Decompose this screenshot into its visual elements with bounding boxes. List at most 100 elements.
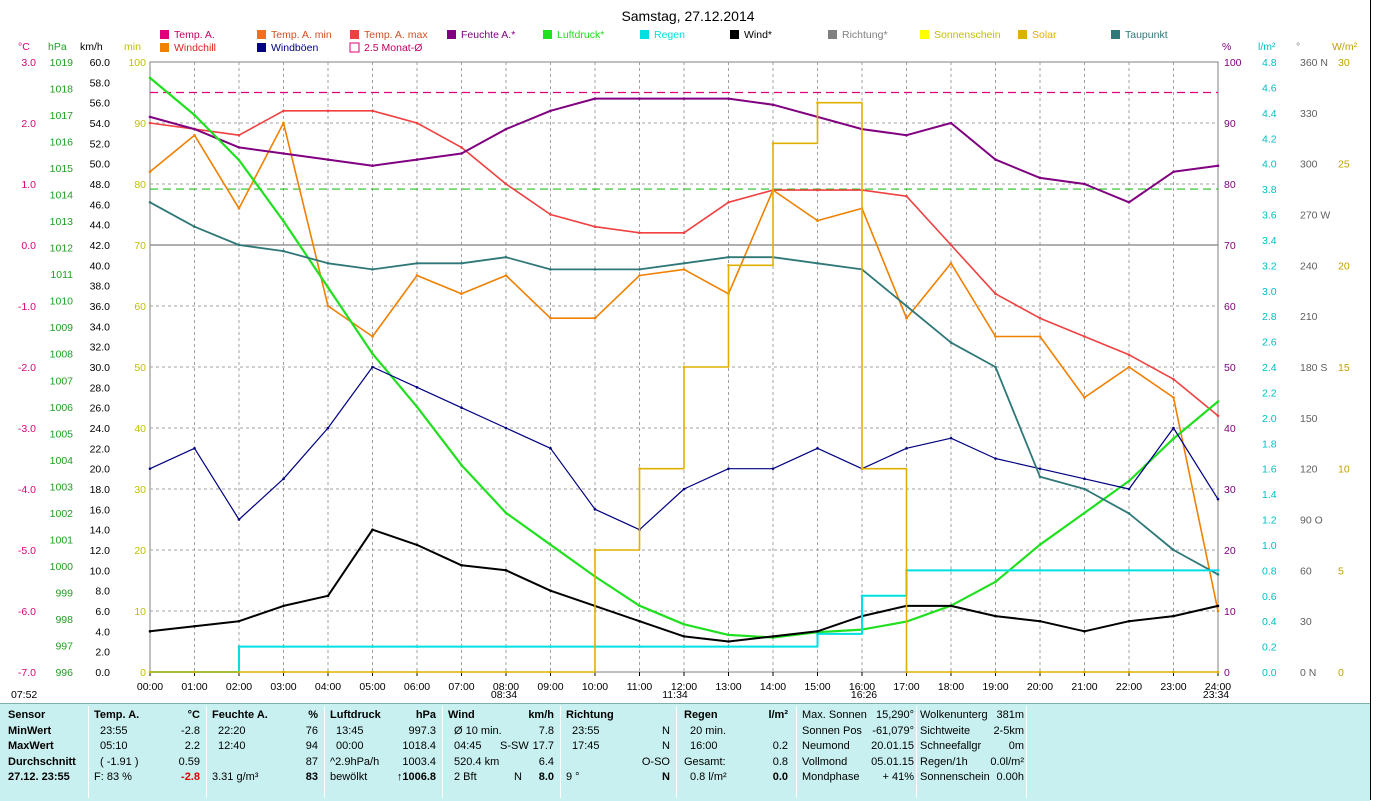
luftdruck-min-value: 997.3 <box>408 724 436 737</box>
moon-phase-value: + 41% <box>882 771 915 783</box>
data-point <box>460 262 463 265</box>
data-point <box>282 670 285 674</box>
time-mark: 08:34 <box>491 689 517 701</box>
wind-bft: 2 Bft <box>454 771 477 783</box>
time-mark: 07:52 <box>11 689 37 701</box>
data-point <box>593 548 597 552</box>
data-point <box>282 645 285 648</box>
tick-hpa: 1009 <box>50 322 74 334</box>
data-point <box>1216 400 1220 403</box>
tick-solar: 10 <box>1338 464 1350 476</box>
data-point <box>905 447 908 450</box>
temp-unit: °C <box>187 709 200 721</box>
tick-hpa: 1013 <box>50 216 74 228</box>
data-point <box>371 365 374 369</box>
tick-rain: 4.4 <box>1262 108 1277 120</box>
regen-header: Regen <box>684 709 718 721</box>
tick-kmh: 40.0 <box>90 260 111 272</box>
sunshine-value: 0.00h <box>996 771 1024 783</box>
sensor-row-avg: Durchschnitt <box>8 755 76 768</box>
legend-label: Richtung* <box>842 29 888 41</box>
tick-time: 04:00 <box>315 681 341 693</box>
richtung-degrees: 9 ° <box>566 771 580 783</box>
feuchte-current-note: 3.31 g/m³ <box>212 771 259 783</box>
regen-column: Regen l/m² 20 min. 16:00 0.2 Gesamt: 0.8 0.… <box>684 708 788 798</box>
tick-hpa: 1001 <box>50 534 74 546</box>
tick-pct: 70 <box>1224 240 1236 252</box>
data-point <box>949 243 953 247</box>
data-point <box>237 207 241 210</box>
tick-pct: 30 <box>1224 484 1236 496</box>
data-point <box>638 619 641 623</box>
tick-time: 24:00 <box>1205 681 1231 693</box>
data-point <box>549 316 552 320</box>
data-point <box>1216 609 1220 613</box>
tick-temp: -6.0 <box>18 606 36 618</box>
tick-time: 23:00 <box>1160 681 1186 693</box>
weather-chart: Samstag, 27.12.2014 Temp. A. Temp. A. min… <box>11 8 1358 701</box>
sun-pos-label: Sonnen Pos <box>802 724 862 737</box>
tick-rain: 1.0 <box>1262 540 1277 552</box>
feuchte-max-time: 12:40 <box>218 740 246 752</box>
data-point <box>371 164 374 167</box>
luftdruck-avg-value: 1003.4 <box>402 755 436 768</box>
data-point <box>949 569 953 572</box>
regen-max-value: 0.2 <box>772 740 788 752</box>
data-point <box>1216 164 1220 167</box>
legend-swatch <box>543 30 552 39</box>
tick-hpa: 998 <box>55 614 73 626</box>
data-point <box>994 614 997 618</box>
tick-rain: 3.8 <box>1262 184 1277 196</box>
tick-kmh: 58.0 <box>90 77 111 89</box>
data-point <box>1172 377 1175 381</box>
tick-hpa: 1002 <box>50 508 74 520</box>
data-point <box>593 268 597 271</box>
wind-daily-avg: 6.4 <box>538 755 554 768</box>
tick-rain: 2.0 <box>1262 413 1277 425</box>
tick-deg: 300 <box>1300 159 1318 171</box>
data-point <box>593 316 597 320</box>
wind-distance: 520.4 km <box>454 755 500 768</box>
legend-swatch <box>640 30 649 39</box>
tick-rain: 0.6 <box>1262 591 1277 603</box>
tick-temp: 1.0 <box>21 179 36 191</box>
data-point <box>1127 479 1131 483</box>
tick-temp: -1.0 <box>18 301 36 313</box>
data-point <box>415 158 419 161</box>
tick-pct: 50 <box>1224 362 1236 374</box>
tick-time: 05:00 <box>359 681 385 693</box>
tick-hpa: 1008 <box>50 349 74 361</box>
tick-rain: 1.4 <box>1262 489 1277 501</box>
richtung-max-time: 17:45 <box>572 740 600 752</box>
data-point <box>415 262 419 265</box>
full-moon-value: 05.01.15 <box>871 755 914 768</box>
legend-swatch <box>257 30 266 39</box>
temp-current-note: F: 83 % <box>94 771 132 783</box>
tick-time: 18:00 <box>938 681 964 693</box>
tick-solar: 5 <box>1338 565 1344 577</box>
data-point <box>771 467 775 470</box>
tick-hpa: 1000 <box>50 561 74 573</box>
data-point <box>371 528 374 531</box>
feuchte-header: Feuchte A. <box>212 709 268 721</box>
data-point <box>1127 201 1131 204</box>
data-point <box>148 201 152 204</box>
data-point <box>326 262 330 265</box>
legend-label: Feuchte A.* <box>461 29 515 41</box>
data-point <box>460 463 463 467</box>
data-point <box>148 170 152 174</box>
series-line <box>150 101 1218 673</box>
snow-line-label: Schneefallgr <box>920 740 982 752</box>
time-mark: 16:26 <box>851 689 877 701</box>
tick-kmh: 0.0 <box>95 667 110 679</box>
data-point <box>638 645 641 648</box>
temp-max-time: 05:10 <box>100 740 128 752</box>
richtung-min-value: N <box>662 724 670 737</box>
data-point <box>237 133 241 137</box>
tick-time: 06:00 <box>404 681 430 693</box>
tick-temp: -3.0 <box>18 423 36 435</box>
data-point <box>727 264 730 267</box>
unit-pct: % <box>1222 41 1231 53</box>
tick-temp: 2.0 <box>21 118 36 130</box>
tick-hpa: 1006 <box>50 402 74 414</box>
